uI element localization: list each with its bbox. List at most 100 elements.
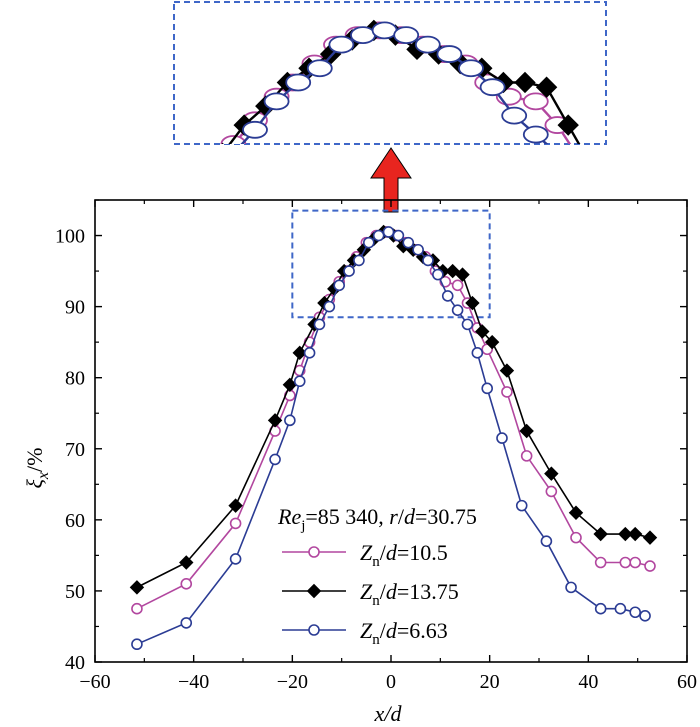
legend-z-sub: n [372, 554, 380, 570]
data-point [471, 347, 484, 359]
data-point [284, 414, 296, 427]
annotation-re: Re [277, 504, 301, 529]
data-point [293, 375, 306, 388]
zoom-data-point [535, 76, 558, 98]
legend-label: Zn/d=10.5 [360, 540, 448, 570]
zoom-data-point [157, 273, 181, 289]
data-point [451, 304, 464, 316]
zoom-data-point [371, 21, 398, 40]
data-point [619, 556, 632, 569]
legend-marker [306, 583, 322, 599]
annotation-slash: / [398, 504, 405, 529]
zoom-series-0 [200, 21, 572, 185]
zoom-data-point [436, 45, 463, 63]
data-point [501, 386, 513, 398]
x-tick-label: −40 [178, 671, 209, 693]
y-tick-label: 90 [65, 297, 85, 319]
zoom-data-point [200, 169, 224, 185]
legend-d: d [386, 618, 398, 643]
zoom-data-point [393, 26, 420, 45]
data-point [520, 450, 533, 462]
data-point [475, 324, 490, 339]
zoom-data-point [458, 59, 484, 78]
data-point [461, 318, 474, 331]
data-point [180, 617, 193, 629]
legend-d: d [386, 540, 398, 565]
data-point [229, 517, 242, 530]
y-tick-label: 100 [55, 226, 85, 248]
data-point [644, 560, 656, 572]
axis-ticks: −60 −40 −20 0 20 40 60 40 50 60 70 80 90 100 [55, 199, 697, 693]
annotation-r-value: =30.75 [415, 504, 477, 529]
data-point [593, 526, 608, 542]
x-axis-title-x: x [374, 701, 385, 726]
legend-marker [308, 624, 320, 636]
data-point [481, 382, 494, 395]
y-axis-title: ξx/% [22, 448, 52, 489]
legend-marker [308, 546, 320, 558]
data-point [343, 265, 355, 277]
legend-value: =10.5 [397, 540, 448, 565]
zoom-data-point [221, 142, 224, 144]
data-point [519, 423, 534, 439]
legend-d: d [386, 579, 398, 604]
data-point [629, 556, 642, 569]
data-point [568, 505, 584, 520]
data-point [180, 578, 193, 590]
annotation-re-value: =85 340, [305, 504, 389, 529]
y-axis-title-unit: /% [22, 448, 47, 472]
data-point [499, 363, 515, 378]
zoom-data-point [159, 224, 179, 244]
annotation-r: r [389, 504, 398, 529]
x-tick-label: 20 [480, 671, 500, 693]
annotation-d: d [404, 504, 416, 529]
data-point [412, 243, 424, 256]
data-point [441, 290, 454, 302]
data-point [484, 334, 500, 350]
data-point [594, 556, 607, 569]
zoom-data-point [350, 26, 376, 45]
data-point [642, 530, 658, 545]
data-point [131, 602, 143, 615]
legend-label: Zn/d=13.75 [360, 579, 459, 609]
data-point [131, 638, 143, 651]
legend-value: =13.75 [397, 579, 459, 604]
x-tick-label: 40 [578, 671, 598, 693]
data-point [228, 498, 243, 513]
y-axis-title-sub: x [35, 472, 52, 480]
zoom-data-point [580, 153, 600, 173]
data-point [432, 268, 444, 281]
zoom-arrow [370, 147, 412, 213]
main-series [129, 224, 658, 651]
data-point [229, 553, 242, 565]
data-point [179, 555, 194, 570]
data-point [455, 267, 470, 282]
zoom-series-line [240, 29, 549, 144]
y-tick-label: 40 [65, 652, 85, 674]
data-point [372, 229, 385, 242]
data-point [382, 226, 395, 238]
zoom-series-line [231, 29, 572, 144]
zoom-data-point [621, 297, 645, 313]
data-point [292, 345, 307, 361]
data-point [496, 432, 508, 444]
x-axis-title-d: d [390, 701, 402, 726]
y-axis-title-xi: ξ [22, 478, 47, 488]
legend-z: Z [360, 540, 373, 565]
zoom-series-2 [157, 21, 645, 313]
data-point [402, 236, 415, 249]
data-point [570, 531, 582, 544]
legend-entry: Zn/d=10.5 [282, 540, 448, 570]
data-point [353, 254, 365, 267]
x-tick-label: 60 [677, 671, 697, 693]
legend-z-sub: n [372, 593, 380, 609]
legend-z: Z [360, 579, 373, 604]
zoom-data-point [221, 145, 245, 161]
data-point [313, 318, 326, 331]
y-tick-label: 80 [65, 368, 85, 390]
data-point [445, 263, 460, 279]
zoom-data-point [522, 92, 549, 111]
data-point [545, 485, 558, 498]
data-point [540, 535, 553, 547]
